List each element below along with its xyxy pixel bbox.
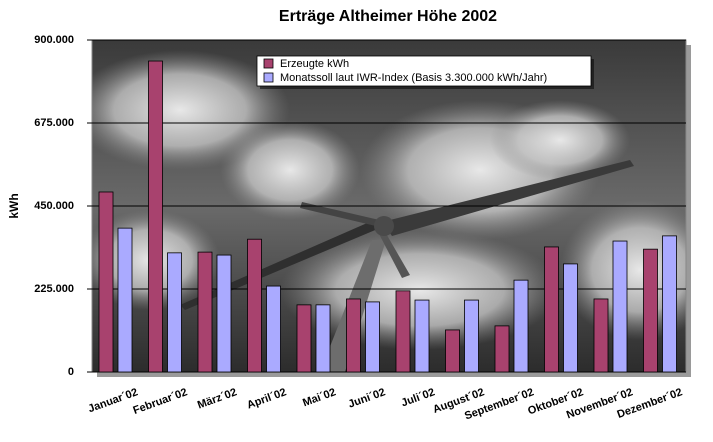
bar [315,304,331,373]
legend-swatch [263,72,274,83]
y-tick-label: 450.000 [34,200,74,212]
x-tick-label: Juni´02 [347,386,387,410]
legend-label: Monatssoll laut IWR-Index (Basis 3.300.0… [280,72,547,84]
bar [593,298,609,373]
bar [98,191,114,373]
bar [513,279,529,373]
bar [197,251,213,373]
bar [266,285,281,373]
bar [662,235,677,373]
bar [346,298,361,373]
bar [148,60,163,373]
bar [216,254,232,373]
bars [98,60,677,373]
x-tick-label: Januar´02 [87,386,140,415]
bar [494,325,510,373]
bar [117,227,133,373]
x-tick-label: Februar´02 [131,386,189,417]
legend: Erzeugte kWh Monatssoll laut IWR-Index (… [256,55,594,89]
bar [414,299,430,373]
bar [296,304,312,373]
x-tick-label: Mai´02 [301,386,337,409]
y-tick-label: 900.000 [34,34,74,46]
bar [643,248,658,373]
x-tick-label: April´02 [245,386,288,411]
y-tick-label: 225.000 [34,283,74,295]
grid [92,39,686,373]
bar [247,238,262,373]
bar [563,263,578,373]
legend-swatch [263,58,274,69]
x-tick-label: März´02 [196,386,239,411]
legend-box [256,55,592,87]
bar [445,329,460,373]
bar [395,290,411,373]
chart-title: Erträge Altheimer Höhe 2002 [279,8,497,25]
bar [544,246,559,373]
y-tick-label: 0 [68,366,74,378]
y-axis-label: kWh [7,193,21,218]
bar [365,301,380,373]
y-tick-label: 675.000 [34,117,74,129]
bar [612,240,628,373]
bar [464,299,479,373]
bar [167,252,182,373]
legend-label: Erzeugte kWh [280,58,349,70]
